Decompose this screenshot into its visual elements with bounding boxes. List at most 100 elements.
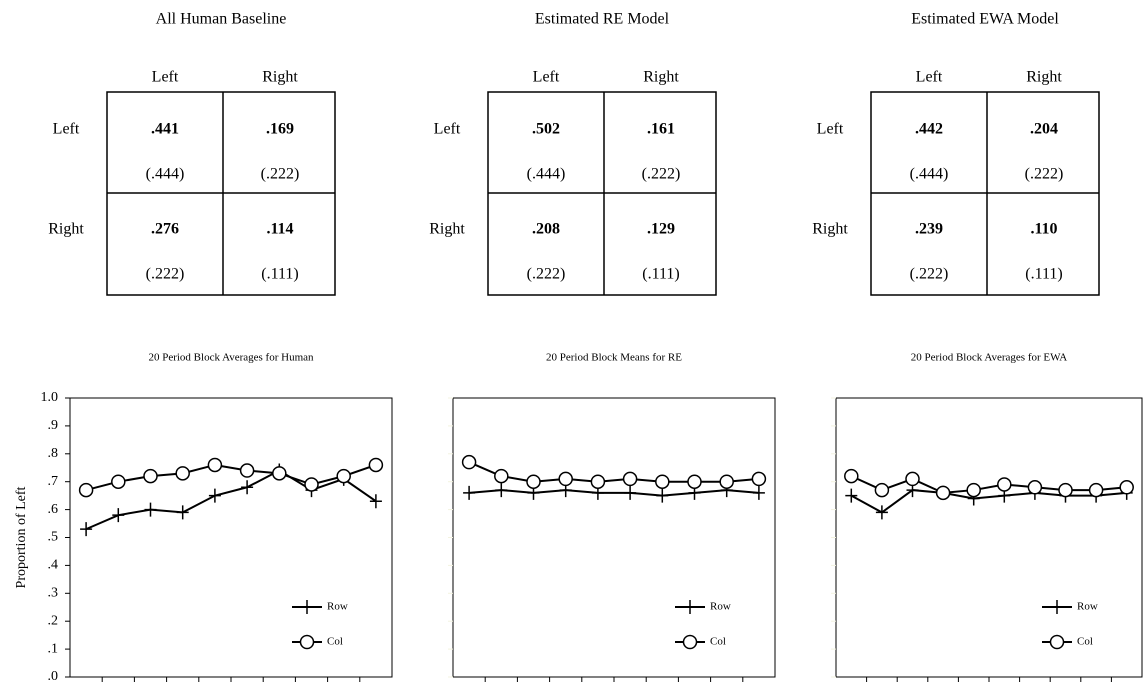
y-tick-label: .8 <box>48 446 59 461</box>
legend-label: Col <box>1077 636 1093 648</box>
point <box>935 485 951 501</box>
point <box>719 474 734 489</box>
legend-label: Col <box>327 636 343 648</box>
plot-frame <box>835 397 1143 678</box>
legend-marker <box>1051 600 1063 614</box>
legend-label: Row <box>710 601 731 613</box>
point <box>905 471 920 487</box>
point <box>966 482 981 498</box>
point <box>80 522 93 537</box>
point <box>461 454 477 470</box>
point <box>78 482 94 498</box>
cell-value: .502 <box>532 121 560 138</box>
y-tick-label: .2 <box>48 613 59 628</box>
column-header: Right <box>643 69 679 86</box>
row-header: Right <box>429 221 465 238</box>
point <box>997 477 1012 492</box>
point <box>369 494 382 509</box>
cell-value: .441 <box>151 121 179 138</box>
point <box>495 483 508 498</box>
row-header: Right <box>48 221 84 238</box>
column-header: Left <box>916 69 943 86</box>
cell-prediction: (.222) <box>910 266 949 283</box>
point <box>112 508 125 523</box>
series-line <box>85 469 377 531</box>
point <box>111 474 126 489</box>
row-header: Left <box>817 121 844 138</box>
y-tick-label: 1.0 <box>41 390 59 405</box>
point <box>463 485 476 500</box>
cell-prediction: (.222) <box>527 266 566 283</box>
cell-value: .276 <box>151 221 179 238</box>
chart: 20 Period Block Averages for EWA Row Col <box>831 352 1143 682</box>
legend-marker <box>684 600 696 614</box>
point <box>845 488 858 503</box>
legend-marker <box>1049 634 1065 650</box>
series-line <box>85 463 377 492</box>
point <box>752 485 765 500</box>
point <box>874 482 890 498</box>
point <box>368 457 384 473</box>
point <box>687 474 702 489</box>
cell-prediction: (.444) <box>527 166 566 183</box>
y-axis-label: Proportion of Left <box>14 486 29 588</box>
point <box>655 474 670 489</box>
cell-prediction: (.111) <box>642 266 679 283</box>
point <box>624 485 637 500</box>
payoff-table: Estimated EWA Model Left Right Left .442 (.44… <box>812 11 1100 296</box>
cell-prediction: (.444) <box>146 166 185 183</box>
cell-value: .110 <box>1030 221 1057 238</box>
y-tick-label: .9 <box>48 418 59 433</box>
point <box>175 466 190 481</box>
chart-title: 20 Period Block Means for RE <box>546 352 682 364</box>
cell-value: .442 <box>915 121 943 138</box>
point <box>558 471 573 487</box>
series-line <box>850 475 1127 494</box>
chart-title: 20 Period Block Averages for Human <box>148 352 314 364</box>
cell-value: .129 <box>647 221 675 238</box>
point <box>590 474 606 489</box>
column-header: Left <box>152 69 179 86</box>
legend-marker <box>682 634 698 650</box>
point <box>1027 480 1043 495</box>
point <box>272 466 287 481</box>
cell-prediction: (.222) <box>642 166 681 183</box>
cell-value: .169 <box>266 121 294 138</box>
series-line <box>469 489 759 497</box>
cell-prediction: (.222) <box>1025 166 1064 183</box>
point <box>207 457 223 473</box>
plot-frame <box>452 397 776 678</box>
column-header: Right <box>1026 69 1062 86</box>
chart: 20 Period Block Means for RE Row Col <box>448 352 776 682</box>
cell-prediction: (.111) <box>261 266 298 283</box>
cell-prediction: (.444) <box>910 166 949 183</box>
y-tick-label: .7 <box>48 474 59 489</box>
y-tick-label: .3 <box>48 586 59 601</box>
payoff-table: Estimated RE Model Left Right Left .502 (.444… <box>429 11 717 296</box>
point <box>1119 480 1134 495</box>
point <box>751 471 767 487</box>
point <box>336 468 351 484</box>
cell-prediction: (.111) <box>1025 266 1062 283</box>
point <box>844 468 859 484</box>
chart-title: 20 Period Block Averages for EWA <box>911 352 1068 364</box>
point <box>176 505 189 520</box>
point <box>1058 482 1073 498</box>
table-title: Estimated EWA Model <box>911 11 1059 28</box>
point <box>208 488 221 503</box>
point <box>526 474 541 489</box>
legend-marker <box>301 600 313 614</box>
legend-label: Row <box>327 601 348 613</box>
row-header: Left <box>53 121 80 138</box>
cell-value: .204 <box>1030 121 1058 138</box>
point <box>656 488 669 503</box>
column-header: Left <box>533 69 560 86</box>
y-tick-label: .6 <box>48 502 59 517</box>
cell-prediction: (.222) <box>146 266 185 283</box>
row-header: Left <box>434 121 461 138</box>
payoff-table: All Human Baseline Left Right Left .441 (.444… <box>48 11 336 296</box>
table-title: Estimated RE Model <box>535 11 670 28</box>
legend-marker <box>299 634 315 650</box>
point <box>494 468 509 484</box>
y-tick-label: .4 <box>48 558 59 573</box>
